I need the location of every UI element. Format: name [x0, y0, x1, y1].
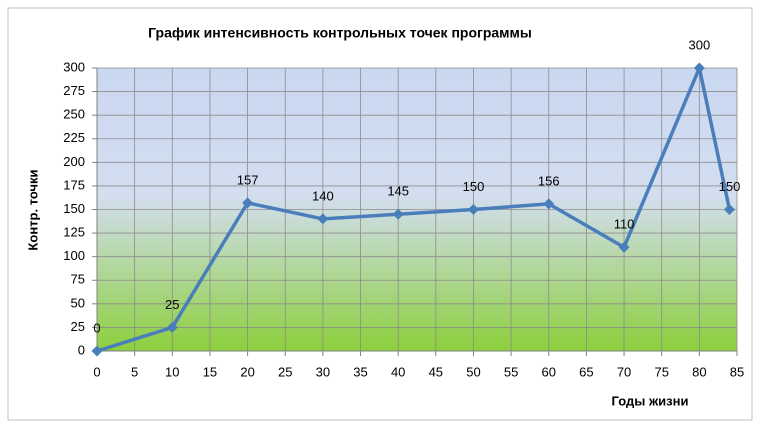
data-marker	[723, 204, 735, 215]
y-tick-label: 175	[63, 177, 85, 192]
data-label: 0	[93, 320, 100, 335]
y-tick-label: 125	[63, 225, 85, 240]
x-tick-label: 70	[617, 364, 631, 379]
data-label: 140	[312, 188, 334, 203]
y-tick-label: 25	[71, 319, 85, 334]
data-label: 110	[614, 217, 635, 232]
x-tick-label: 15	[203, 364, 217, 379]
data-label: 156	[538, 173, 560, 188]
x-tick-label: 45	[429, 364, 443, 379]
y-tick-label: 275	[63, 83, 85, 98]
y-tick-label: 300	[63, 59, 85, 74]
data-label: 300	[689, 37, 711, 52]
y-axis-title: Контр. точки	[25, 169, 40, 250]
x-tick-label: 55	[504, 364, 518, 379]
data-marker	[543, 198, 555, 210]
y-tick-label: 250	[63, 107, 85, 122]
y-tick-label: 150	[63, 201, 85, 216]
data-marker	[91, 345, 103, 357]
data-marker	[317, 213, 329, 225]
y-tick-label: 200	[63, 154, 85, 169]
x-tick-label: 85	[730, 364, 744, 379]
x-tick-label: 60	[542, 364, 556, 379]
x-tick-label: 65	[579, 364, 593, 379]
y-tick-label: 75	[71, 272, 85, 287]
x-tick-label: 30	[316, 364, 330, 379]
x-tick-label: 75	[654, 364, 668, 379]
x-tick-label: 10	[165, 364, 179, 379]
x-tick-label: 50	[466, 364, 480, 379]
data-marker	[467, 204, 479, 215]
x-tick-label: 5	[131, 364, 138, 379]
data-line	[96, 66, 732, 353]
data-marker	[693, 62, 705, 74]
data-label: 150	[719, 179, 741, 194]
x-tick-label: 35	[353, 364, 367, 379]
data-marker	[618, 241, 630, 253]
data-label: 145	[387, 184, 409, 199]
x-tick-label: 0	[93, 364, 100, 379]
data-label: 150	[463, 179, 485, 194]
x-tick-label: 20	[240, 364, 254, 379]
y-tick-label: 100	[63, 248, 85, 263]
x-tick-label: 25	[278, 364, 292, 379]
data-label: 157	[237, 172, 259, 187]
x-tick-label: 40	[391, 364, 405, 379]
data-marker	[392, 208, 404, 220]
y-tick-label: 225	[63, 130, 85, 145]
y-tick-label: 50	[71, 295, 85, 310]
x-axis-title: Годы жизни	[612, 393, 689, 408]
data-marker	[166, 321, 178, 333]
x-tick-label: 80	[692, 364, 706, 379]
y-tick-label: 0	[78, 342, 85, 357]
data-label: 25	[165, 297, 179, 312]
chart-title: График интенсивность контрольных точек п…	[148, 25, 532, 41]
data-marker	[242, 197, 254, 209]
